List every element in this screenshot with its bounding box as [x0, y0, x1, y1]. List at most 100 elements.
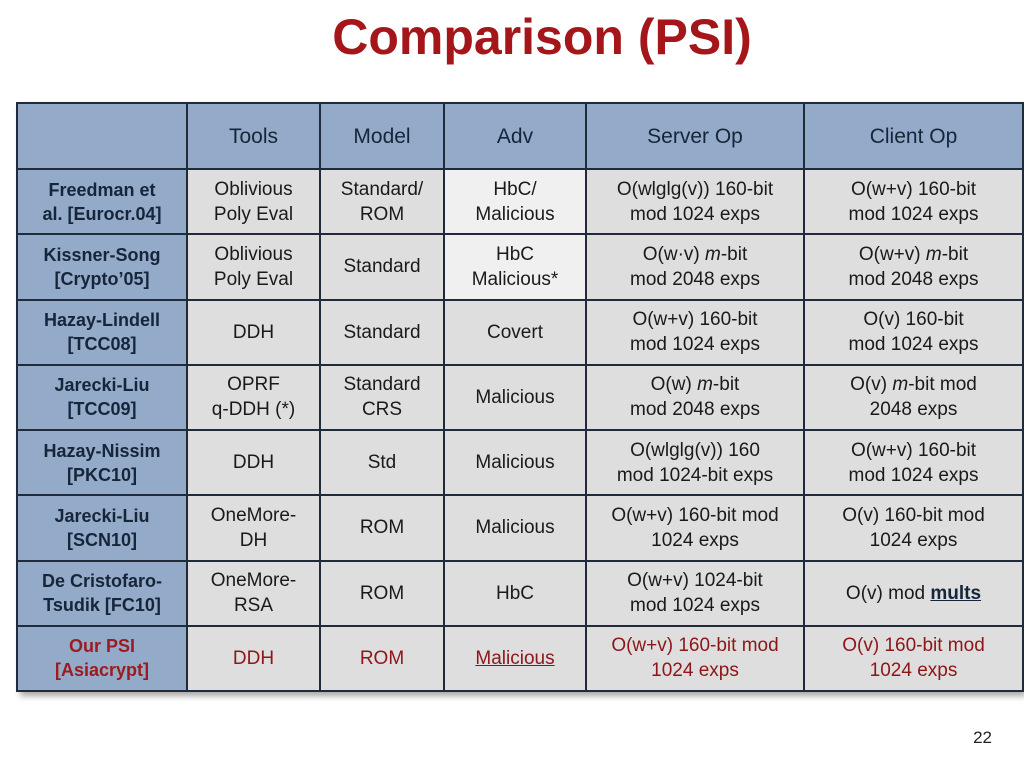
- client-op-cell: O(v) 160-bit mod 1024 exps: [803, 624, 1024, 693]
- tools-cell: Oblivious Poly Eval: [186, 167, 321, 236]
- model-cell: Standard CRS: [319, 363, 445, 432]
- tools-text: DDH: [232, 647, 275, 669]
- server-op-cell: O(w+v) 1024-bit mod 1024 exps: [585, 559, 805, 627]
- adv-text: Malicious: [475, 517, 555, 539]
- server-op-cell: O(w+v) 160-bit mod 1024 exps: [585, 624, 805, 693]
- scheme-line: [PKC10]: [66, 464, 137, 485]
- tools-line: DH: [239, 529, 268, 551]
- server-op-cell: O(wlglg(v)) 160 mod 1024-bit exps: [585, 428, 805, 497]
- scheme-line: [Asiacrypt]: [54, 660, 150, 681]
- server-line: 1024 exps: [651, 529, 739, 551]
- server-m-var: m: [705, 243, 721, 265]
- client-pre: O(w+v): [858, 243, 926, 265]
- server-op-cell: O(w·v) m-bit mod 2048 exps: [585, 233, 805, 301]
- scheme-cell: De Cristofaro- Tsudik [FC10]: [16, 559, 188, 627]
- client-line: 2048 exps: [869, 399, 958, 421]
- header-adv: Adv: [443, 102, 587, 170]
- client-op-cell: O(w+v) 160-bit mod 1024 exps: [803, 428, 1024, 497]
- scheme-cell: Jarecki-Liu [TCC09]: [16, 363, 188, 432]
- tools-cell: DDH: [186, 624, 321, 693]
- scheme-line: De Cristofaro-: [41, 571, 162, 592]
- tools-line: Oblivious: [214, 178, 293, 200]
- adv-line: Malicious*: [471, 268, 559, 290]
- scheme-line: Hazay-Nissim: [43, 440, 161, 461]
- client-op-cell: O(v) 160-bit mod 1024 exps: [803, 494, 1024, 562]
- adv-cell: HbC Malicious*: [443, 233, 587, 301]
- comparison-table: Tools Model Adv Server Op Client Op Free…: [16, 102, 1024, 693]
- client-line: O(w+v) 160-bit: [850, 178, 977, 200]
- server-line: O(w+v) 160-bit: [632, 309, 758, 331]
- adv-text: HbC: [495, 582, 534, 604]
- table-row: De Cristofaro- Tsudik [FC10] OneMore- RSA …: [16, 559, 1024, 627]
- tools-line: OneMore-: [210, 504, 297, 526]
- tools-line: Poly Eval: [213, 203, 294, 225]
- comparison-table-container: Tools Model Adv Server Op Client Op Free…: [16, 102, 1024, 693]
- scheme-cell: Freedman et al. [Eurocr.04]: [16, 167, 188, 236]
- client-op-cell: O(v) m-bit mod 2048 exps: [803, 363, 1024, 432]
- client-pre: O(v) mod: [845, 582, 931, 604]
- tools-line: Oblivious: [214, 243, 293, 265]
- model-cell: Std: [319, 428, 445, 497]
- model-cell: ROM: [319, 494, 445, 562]
- scheme-cell: Our PSI [Asiacrypt]: [16, 624, 188, 693]
- scheme-line: [Crypto’05]: [54, 268, 150, 289]
- client-pre: O(v): [850, 374, 893, 396]
- client-line: O(v) 160-bit: [863, 309, 964, 331]
- client-line: mod 2048 exps: [848, 268, 979, 290]
- server-line: O(w+v) 160-bit mod: [611, 504, 779, 526]
- tools-text: DDH: [232, 321, 275, 343]
- client-op-cell: O(w+v) m-bit mod 2048 exps: [803, 233, 1024, 301]
- table-row: Freedman et al. [Eurocr.04] Oblivious Poly…: [16, 167, 1024, 236]
- table-row: Kissner-Song [Crypto’05] Oblivious Poly Ev…: [16, 233, 1024, 301]
- table-row: Jarecki-Liu [TCC09] OPRF q-DDH (*) Standar…: [16, 363, 1024, 432]
- client-post: -bit: [941, 243, 969, 265]
- scheme-line: Hazay-Lindell: [43, 310, 161, 331]
- client-op-cell: O(w+v) 160-bit mod 1024 exps: [803, 167, 1024, 236]
- scheme-line: Our PSI: [68, 636, 135, 657]
- client-line: mod 1024 exps: [848, 203, 979, 225]
- tools-cell: DDH: [186, 428, 321, 497]
- model-text: Standard: [343, 321, 421, 343]
- client-post: -bit mod: [908, 374, 977, 396]
- client-op-cell: O(v) 160-bit mod 1024 exps: [803, 298, 1024, 366]
- client-line: O(w+v) 160-bit: [850, 439, 977, 461]
- adv-cell: HbC/Malicious: [443, 167, 587, 236]
- server-pre: O(w·v): [642, 243, 706, 265]
- model-text: Std: [367, 452, 397, 474]
- header-row: Tools Model Adv Server Op Client Op: [16, 102, 1024, 170]
- table-row-our-psi: Our PSI [Asiacrypt] DDH ROM Malicious O(w…: [16, 624, 1024, 693]
- server-line: O(w+v) 1024-bit: [627, 570, 763, 592]
- server-line: mod 2048 exps: [630, 268, 760, 290]
- adv-line: HbC: [495, 243, 534, 265]
- tools-line: Poly Eval: [213, 268, 294, 290]
- client-line: mod 1024 exps: [848, 334, 979, 356]
- tools-cell: Oblivious Poly Eval: [186, 233, 321, 301]
- adv-text: Covert: [487, 321, 543, 343]
- model-line: Standard: [343, 374, 421, 396]
- server-line: mod 2048 exps: [630, 399, 760, 421]
- server-op-cell: O(w) m-bit mod 2048 exps: [585, 363, 805, 432]
- header-model: Model: [319, 102, 445, 170]
- scheme-line: [TCC08]: [67, 334, 137, 355]
- server-line: mod 1024 exps: [630, 203, 760, 225]
- client-op-cell: O(v) mod mults: [803, 559, 1024, 627]
- tools-text: DDH: [232, 452, 275, 474]
- adv-cell: Covert: [443, 298, 587, 366]
- scheme-line: al. [Eurocr.04]: [42, 203, 162, 224]
- server-m-var: m: [697, 374, 713, 396]
- adv-cell: HbC: [443, 559, 587, 627]
- tools-cell: DDH: [186, 298, 321, 366]
- scheme-line: Jarecki-Liu: [54, 375, 150, 396]
- table-row: Jarecki-Liu [SCN10] OneMore- DH ROM Malici…: [16, 494, 1024, 562]
- server-line: 1024 exps: [651, 660, 739, 682]
- server-line: mod 1024 exps: [630, 595, 760, 617]
- model-line: CRS: [361, 399, 403, 421]
- scheme-cell: Jarecki-Liu [SCN10]: [16, 494, 188, 562]
- page-number: 22: [973, 728, 992, 747]
- model-cell: Standard: [319, 298, 445, 366]
- model-text: Standard: [343, 256, 421, 278]
- client-line: 1024 exps: [869, 529, 958, 551]
- scheme-cell: Kissner-Song [Crypto’05]: [16, 233, 188, 301]
- client-line: 1024 exps: [869, 660, 958, 682]
- header-client-op: Client Op: [803, 102, 1024, 170]
